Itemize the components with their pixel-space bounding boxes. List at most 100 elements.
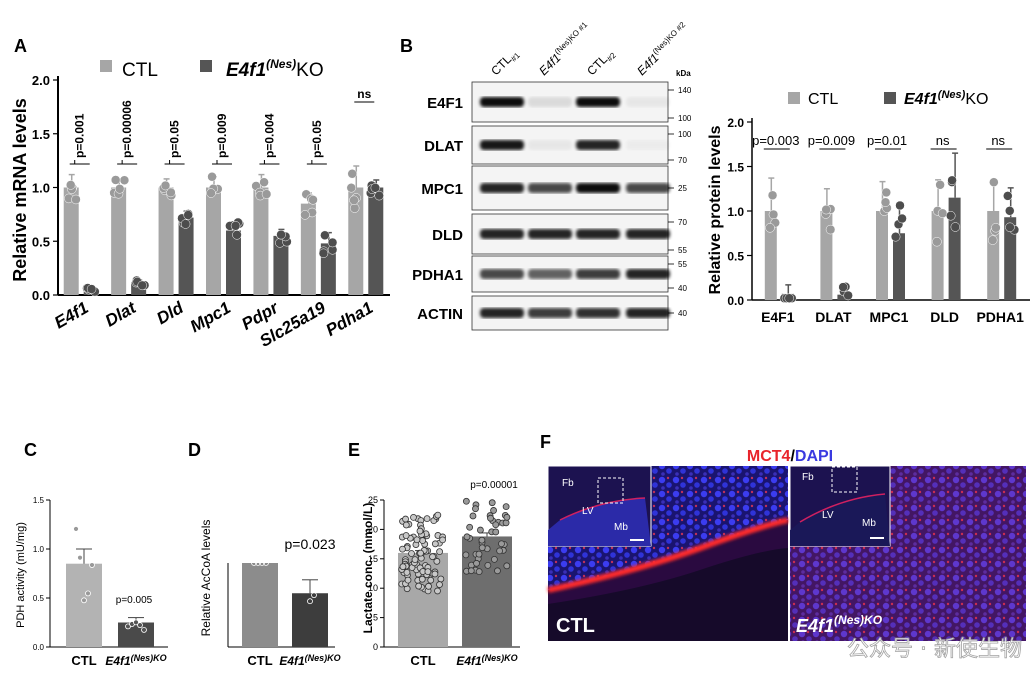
legend-ctl-label: CTL (122, 60, 158, 81)
data-point (496, 547, 504, 555)
bar (63, 187, 79, 295)
data-point (416, 527, 424, 535)
y-tick-label: 2.0 (727, 116, 744, 130)
data-point (73, 526, 79, 532)
y-tick-label: 5 (373, 613, 378, 623)
blot-band (576, 308, 620, 318)
data-point (408, 550, 415, 557)
data-point (259, 560, 265, 566)
micrograph-ko-label: E4f1(Nes)KO (796, 613, 883, 636)
data-point (71, 194, 81, 205)
data-point (433, 557, 441, 565)
panel-f: F MCT4/DAPI Fb LV Mb CTL Fb LV M (540, 432, 1026, 662)
data-point (932, 236, 942, 247)
data-point (232, 230, 242, 240)
data-point (411, 556, 419, 564)
data-point (137, 280, 147, 291)
blot-band (626, 308, 670, 318)
data-point (370, 183, 381, 193)
panel-a-ylabel: Relative mRNA levels (10, 98, 30, 281)
data-point (1004, 206, 1015, 216)
panel-d: D Relative AcCoA levels CTL E4f1(Nes)KO p=… (188, 440, 341, 668)
data-point (890, 232, 901, 242)
significance-label: p=0.003 (752, 133, 799, 148)
data-point (843, 290, 853, 301)
y-tick-label: 0.5 (33, 594, 45, 603)
data-point (462, 551, 470, 559)
data-point (462, 497, 470, 505)
blot-band (528, 269, 572, 279)
category-label: E4f1(Nes)KO (279, 653, 340, 668)
significance-label: p=0.05 (168, 120, 182, 158)
significance-label: p=0.001 (73, 113, 87, 158)
legend-ko-label: E4f1(Nes)KO (226, 57, 324, 81)
significance-label: p=0.00001 (470, 480, 518, 491)
panel-a: A CTL E4f1(Nes)KO Relative mRNA levels 0… (10, 36, 390, 351)
marker-label: 140 (678, 86, 692, 95)
data-point (86, 284, 97, 294)
marker-label: 70 (678, 156, 687, 165)
data-point (85, 590, 91, 597)
significance-label: p=0.009 (215, 113, 229, 158)
category-label: E4f1(Nes)KO (456, 653, 517, 668)
data-point (166, 187, 176, 198)
data-point (991, 222, 1001, 233)
blot-band (626, 183, 670, 193)
inset-ko-lv: LV (822, 510, 834, 521)
blot-band (480, 229, 524, 239)
data-point (989, 177, 999, 187)
blot-band (576, 229, 620, 239)
blot-label: MPC1 (421, 181, 463, 198)
data-point (207, 171, 217, 182)
data-point (472, 505, 479, 513)
data-point (484, 561, 492, 569)
panel-label-f: F (540, 432, 551, 452)
data-point (427, 576, 435, 584)
data-point (950, 222, 961, 232)
data-point (399, 545, 406, 553)
blot-band (528, 229, 572, 239)
y-tick-label: 20 (368, 524, 378, 534)
marker-label: 100 (678, 114, 692, 123)
bar (118, 622, 154, 647)
marker-label: 25 (678, 184, 687, 193)
panel-label-c: C (24, 440, 37, 460)
data-point (133, 619, 139, 626)
y-tick-label: 1.0 (32, 181, 50, 196)
data-point (821, 204, 831, 215)
data-point (349, 195, 359, 206)
blot-band (626, 229, 670, 239)
panel-label-e: E (348, 440, 360, 460)
marker-label: 40 (678, 309, 687, 318)
panel-c: C PDH activity (mU/mg) 0.0 0.5 1.0 1.5 CTL E4… (15, 440, 168, 668)
bar (178, 217, 194, 295)
significance-label: ns (991, 133, 1005, 148)
data-point (419, 537, 427, 545)
data-point (308, 195, 318, 205)
bar (206, 187, 221, 295)
data-point (768, 209, 779, 220)
bar (893, 233, 905, 300)
blot-band (626, 97, 670, 107)
category-label: E4f1 (51, 298, 92, 332)
data-point (463, 533, 471, 541)
data-point (945, 211, 956, 221)
significance-label: p=0.004 (262, 113, 276, 158)
significance-label: ns (357, 87, 371, 101)
data-point (475, 550, 483, 558)
data-point (475, 568, 483, 576)
data-point (1003, 191, 1013, 201)
western-blots: E4F1 140 100 DLAT 100 70 MPC1 25 DLD 70 55 PDHA1 55 4… (412, 81, 692, 331)
data-point (503, 562, 511, 570)
data-point (434, 587, 441, 595)
data-point (1005, 222, 1015, 233)
y-tick-label: 1.0 (727, 205, 744, 219)
bar (273, 235, 289, 295)
category-label: PDHA1 (976, 309, 1024, 325)
legend-ko-swatch (200, 60, 212, 72)
bar (158, 187, 174, 295)
data-point (880, 197, 891, 208)
data-point (431, 570, 439, 578)
y-tick-label: 1.5 (727, 161, 744, 175)
significance-label: p=0.01 (867, 133, 907, 148)
